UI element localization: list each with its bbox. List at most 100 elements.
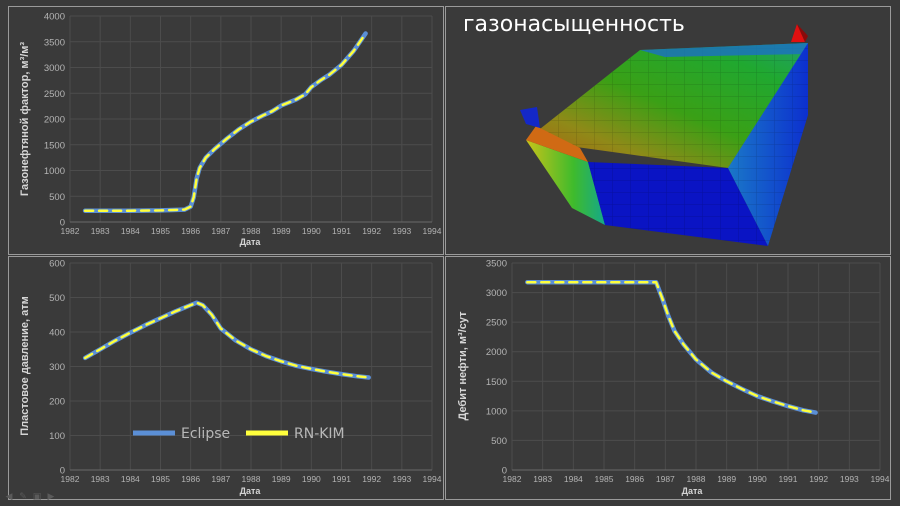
series-line-rnkim <box>83 32 367 212</box>
y-tick-label: 3500 <box>486 259 507 270</box>
slide-nav: ◀ ✎ ▣ ▶ <box>4 491 56 502</box>
panel-oilrate-frame <box>445 256 891 500</box>
x-tick-label: 1994 <box>871 474 890 484</box>
next-slide-icon[interactable]: ▶ <box>47 491 55 501</box>
y-tick-label: 500 <box>49 192 65 203</box>
slides-grid-icon[interactable]: ▣ <box>32 491 42 501</box>
y-tick-label: 400 <box>49 328 65 339</box>
x-tick-label: 1991 <box>779 474 798 484</box>
x-tick-label: 1991 <box>332 226 351 236</box>
x-axis-title: Дата <box>240 237 262 247</box>
y-tick-label: 3000 <box>44 63 65 74</box>
x-tick-label: 1987 <box>211 474 230 484</box>
y-tick-label: 2500 <box>486 318 507 329</box>
model-front-left-top <box>526 126 588 162</box>
x-tick-label: 1987 <box>211 226 230 236</box>
x-tick-label: 1994 <box>423 474 442 484</box>
y-tick-label: 0 <box>502 466 507 477</box>
x-tick-label: 1990 <box>302 226 321 236</box>
x-tick-label: 1987 <box>656 474 675 484</box>
model-top-grid <box>526 43 808 168</box>
x-tick-label: 1984 <box>121 226 140 236</box>
panel-model-frame <box>445 6 891 255</box>
model-title: газонасыщенность <box>463 12 685 37</box>
series-line-rnkim <box>526 280 817 414</box>
y-tick-label: 3500 <box>44 37 65 48</box>
well-marker-right <box>791 24 805 42</box>
x-tick-label: 1992 <box>362 226 381 236</box>
legend: Eclipse RN-KIM <box>133 426 345 442</box>
y-tick-label: 2500 <box>44 89 65 100</box>
well-marker-right-shade <box>797 24 808 42</box>
y-tick-label: 200 <box>49 397 65 408</box>
x-tick-label: 1984 <box>121 474 140 484</box>
y-tick-label: 300 <box>49 362 65 373</box>
x-tick-label: 1982 <box>61 474 80 484</box>
series-line-eclipse <box>525 279 818 415</box>
y-axis-title: Пластовое давление, атм <box>19 296 31 436</box>
y-tick-label: 500 <box>491 436 507 447</box>
x-tick-label: 1989 <box>272 226 291 236</box>
model-top-far-band <box>640 43 808 57</box>
y-tick-label: 1000 <box>486 406 507 417</box>
y-tick-label: 1500 <box>486 377 507 388</box>
reservoir-3d-model <box>520 24 808 246</box>
x-tick-label: 1985 <box>595 474 614 484</box>
panel-pressure-frame <box>8 256 444 500</box>
x-tick-label: 1984 <box>564 474 583 484</box>
x-tick-label: 1990 <box>748 474 767 484</box>
y-tick-label: 600 <box>49 259 65 270</box>
prev-slide-icon[interactable]: ◀ <box>5 491 13 501</box>
x-tick-label: 1988 <box>242 474 261 484</box>
x-tick-label: 1982 <box>503 474 522 484</box>
series-line-eclipse <box>82 31 368 213</box>
x-tick-label: 1985 <box>151 226 170 236</box>
x-tick-label: 1993 <box>840 474 859 484</box>
x-axis-title: Дата <box>682 486 704 496</box>
x-tick-label: 1982 <box>61 226 80 236</box>
x-tick-label: 1994 <box>423 226 442 236</box>
y-tick-label: 0 <box>60 218 65 229</box>
x-tick-label: 1983 <box>91 474 110 484</box>
x-tick-label: 1990 <box>302 474 321 484</box>
y-tick-label: 500 <box>49 293 65 304</box>
x-tick-label: 1986 <box>181 474 200 484</box>
x-axis-title: Дата <box>240 486 262 496</box>
model-front-left <box>526 140 605 225</box>
y-tick-label: 2000 <box>486 347 507 358</box>
x-tick-label: 1986 <box>181 226 200 236</box>
x-tick-label: 1992 <box>362 474 381 484</box>
x-tick-label: 1983 <box>533 474 552 484</box>
y-tick-label: 1500 <box>44 140 65 151</box>
y-axis-title: Дебит нефти, м³/сут <box>457 311 469 421</box>
chart-oil-rate: 0 500 1000 1500 2000 2500 3000 3500 1982 1983 1984… <box>457 259 890 497</box>
model-front-grid <box>588 162 768 246</box>
y-tick-label: 100 <box>49 431 65 442</box>
series-line-rnkim <box>83 301 370 379</box>
x-tick-label: 1991 <box>332 474 351 484</box>
well-marker-left <box>520 107 540 128</box>
pen-icon[interactable]: ✎ <box>19 491 27 501</box>
y-tick-label: 2000 <box>44 115 65 126</box>
legend-eclipse-label: Eclipse <box>181 426 230 442</box>
legend-rnkim-label: RN-KIM <box>294 426 345 442</box>
y-tick-label: 0 <box>60 466 65 477</box>
x-tick-label: 1993 <box>392 226 411 236</box>
x-tick-label: 1985 <box>151 474 170 484</box>
x-tick-label: 1989 <box>717 474 736 484</box>
panel-gor-frame <box>8 6 444 255</box>
x-tick-label: 1992 <box>809 474 828 484</box>
x-tick-label: 1988 <box>687 474 706 484</box>
chart-reservoir-pressure: 0 100 200 300 400 500 600 1982 1983 1984 1985 1986 1… <box>19 259 442 497</box>
x-tick-label: 1993 <box>392 474 411 484</box>
x-tick-label: 1983 <box>91 226 110 236</box>
y-tick-label: 4000 <box>44 12 65 23</box>
model-right-grid <box>728 43 808 246</box>
y-axis-title: Газонефтяной фактор, м³/м³ <box>19 42 31 197</box>
x-tick-label: 1986 <box>625 474 644 484</box>
chart-gas-oil-ratio: 0 500 1000 1500 2000 2500 3000 3500 4000 1982 1983… <box>19 12 442 248</box>
x-tick-label: 1988 <box>242 226 261 236</box>
y-tick-label: 1000 <box>44 166 65 177</box>
y-tick-label: 3000 <box>486 288 507 299</box>
